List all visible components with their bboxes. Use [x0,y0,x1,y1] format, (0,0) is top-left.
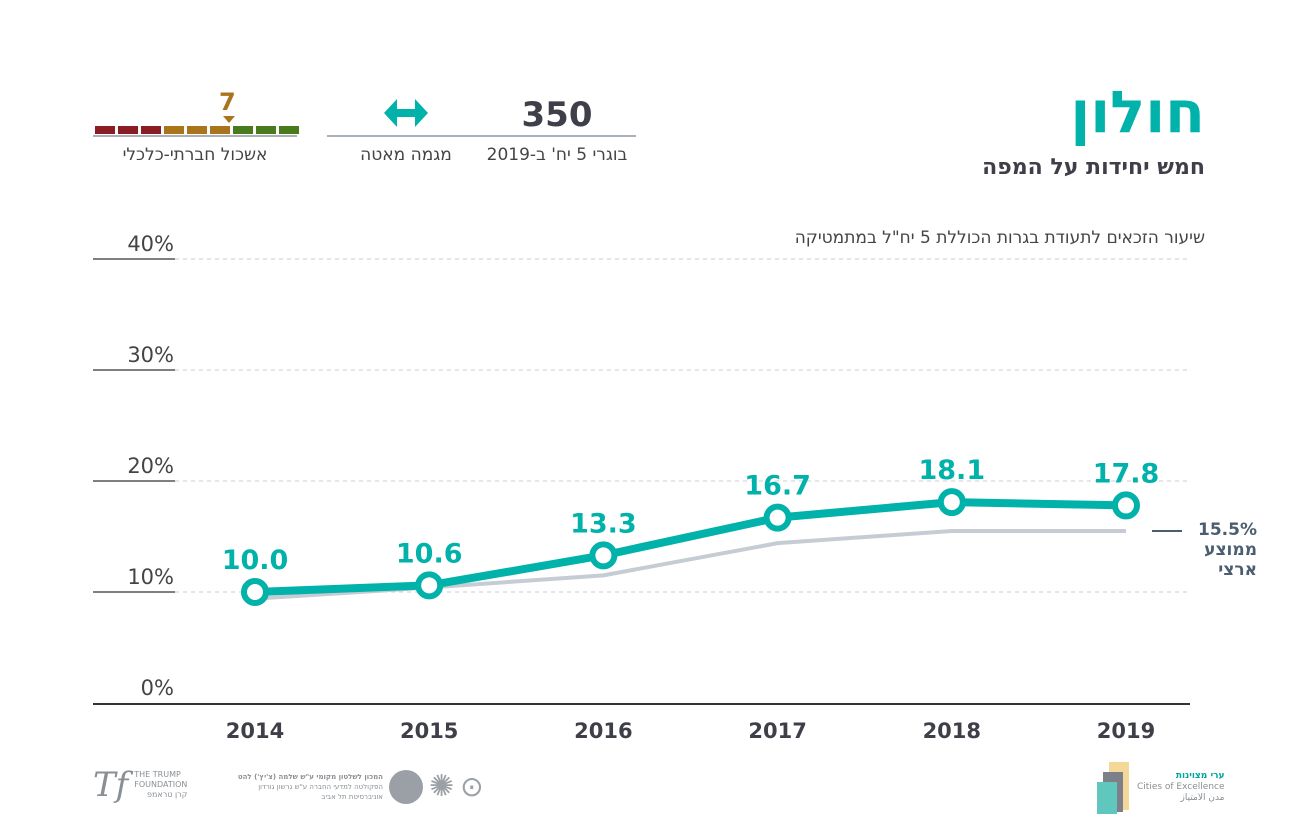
logo-text: קרן טראמפ [147,790,188,799]
cluster-segment [118,126,138,134]
cluster-marker-icon [223,116,235,123]
national-average-text: ממוצע [1204,540,1257,560]
logo-text: FOUNDATION [134,780,188,789]
kpi-label: מגמה מאטה [360,145,452,165]
logo-text: אוניברסיטת תל אביב [321,793,383,801]
data-label: 10.6 [396,538,463,569]
logo-text: Cities of Excellence [1137,781,1225,792]
kpi-trend: מגמה מאטה [327,95,485,165]
x-tick-label: 2018 [923,719,981,743]
national-average-text: ארצי [1218,560,1257,580]
snowflake-icon: ✺ [429,769,455,804]
data-label: 16.7 [744,471,811,502]
data-label: 17.8 [1093,458,1160,489]
x-tick-label: 2017 [748,719,806,743]
divider [93,135,297,137]
university-emblem-icon [389,770,423,804]
double-arrow-icon [327,95,485,135]
cluster-segment [233,126,253,134]
y-tick-label: 30% [127,343,174,367]
cluster-scale: 7 [93,88,299,135]
data-point [589,541,618,570]
cluster-segment [279,126,299,134]
trump-foundation-logo: Tf THE TRUMP FOUNDATION קרן טראמפ [93,765,187,805]
national-average-label: 15.5% ממוצע ארצי [1165,520,1257,580]
sun-icon: ⊙ [460,770,484,803]
cluster-segment [256,126,276,134]
x-tick-label: 2015 [400,719,458,743]
kpi-cluster: 7 אשכול חברתי-כלכלי [93,88,299,165]
divider [478,135,636,137]
cluster-bars [95,126,299,134]
national-average-leader [1152,530,1182,532]
cluster-segment [187,126,207,134]
chart-title: שיעור הזכאים לתעודת בגרות הכוללת 5 יח"ל … [794,228,1205,248]
divider [327,135,485,137]
tf-logo-icon: Tf [93,765,129,805]
logo-text: המכון לשלטון מקומי ע"ש שלמה (צ'יץ') להט [237,773,383,781]
data-label: 13.3 [570,508,637,539]
y-tick-label: 10% [127,565,174,589]
national-average-value: 15.5% [1198,520,1257,540]
logo-text: ערי מצוינות [1175,770,1225,781]
page-title: חולון [1070,78,1205,146]
data-label: 18.1 [918,455,985,486]
cluster-value: 7 [219,88,236,116]
logo-text: THE TRUMP [134,770,181,779]
logo-text: הפקולטה למדעי החברה ע"ש גרשון גורדון [258,783,383,791]
cluster-segment [95,126,115,134]
kpi-value: 350 [521,95,593,135]
x-tick-label: 2019 [1097,719,1155,743]
cluster-segment [141,126,161,134]
kpi-label: אשכול חברתי-כלכלי [122,145,268,165]
logo-text: مدن الامتياز [1180,792,1225,803]
y-tick-label: 40% [127,232,174,256]
data-point [1112,491,1140,520]
y-tick-label: 20% [127,454,174,478]
kpi-label: בוגרי 5 יח' ב-2019 [486,145,628,165]
cities-of-excellence-logo: ערי מצוינות Cities of Excellence مدن الا… [1097,760,1225,814]
y-tick-label: 0% [141,676,174,700]
data-point [937,488,966,517]
city-line [254,498,1127,596]
x-tick-label: 2016 [574,719,632,743]
line-chart: 0% 10% 20% 30% 40% 2014 2015 2016 2017 2018 2019 10… [93,232,1190,743]
data-point [763,503,792,532]
cluster-segment [210,126,230,134]
data-label: 10.0 [222,545,289,576]
page-subtitle: חמש יחידות על המפה [982,155,1205,180]
tau-logo: המכון לשלטון מקומי ע"ש שלמה (צ'יץ') להט … [225,770,484,804]
kpi-graduates: 350 בוגרי 5 יח' ב-2019 [478,95,636,165]
x-tick-label: 2014 [226,719,284,743]
data-point [241,578,269,606]
data-point [415,571,444,600]
cluster-segment [164,126,184,134]
buildings-icon [1097,762,1129,814]
